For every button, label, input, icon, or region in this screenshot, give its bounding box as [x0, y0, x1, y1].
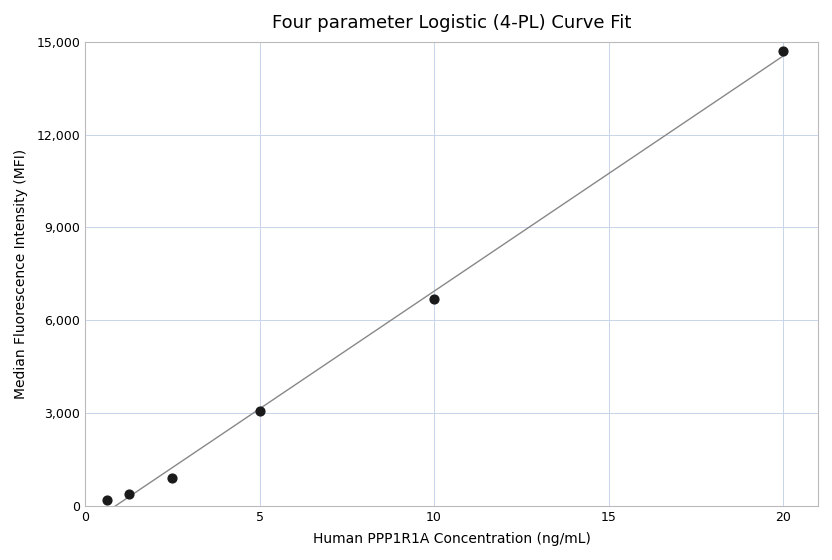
Y-axis label: Median Fluorescence Intensity (MFI): Median Fluorescence Intensity (MFI) — [14, 149, 28, 399]
Point — [100, 495, 113, 504]
Point — [253, 406, 266, 415]
Title: Four parameter Logistic (4-PL) Curve Fit: Four parameter Logistic (4-PL) Curve Fit — [272, 14, 631, 32]
Point — [122, 490, 136, 499]
Text: R^2=0.9999: R^2=0.9999 — [0, 559, 1, 560]
Point — [166, 474, 179, 483]
Point — [428, 294, 441, 303]
X-axis label: Human PPP1R1A Concentration (ng/mL): Human PPP1R1A Concentration (ng/mL) — [313, 532, 591, 546]
Point — [776, 46, 790, 55]
